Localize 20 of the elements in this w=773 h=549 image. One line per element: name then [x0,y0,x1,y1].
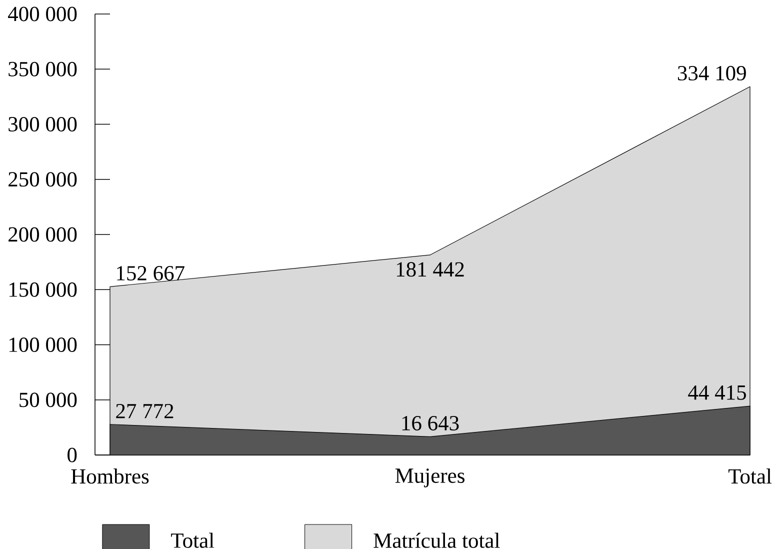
data-label: 44 415 [688,385,746,400]
x-tick-label: Mujeres [395,468,464,488]
y-tick-label: 100 000 [9,337,77,352]
data-label: 27 772 [116,404,174,418]
y-tick-label: 0 [68,448,77,462]
y-tick-label: 150 000 [9,282,77,297]
y-tick-label: 250 000 [8,172,77,187]
x-tick-label: Hombres [71,468,149,484]
data-label: 334 109 [678,66,746,80]
y-tick-label: 50 000 [20,392,77,408]
y-tick-label: 400 000 [8,6,77,22]
x-tick-label: Total [728,468,772,484]
data-label: 152 667 [117,266,184,280]
y-tick-label: 200 000 [8,227,77,242]
y-tick-label: 300 000 [8,116,77,132]
data-label: 181 442 [396,262,464,277]
legend-label: Total [171,532,214,548]
y-tick-label: 350 000 [8,62,77,76]
legend-label: Matrícula total [374,532,500,548]
data-label: 16 643 [402,416,459,430]
